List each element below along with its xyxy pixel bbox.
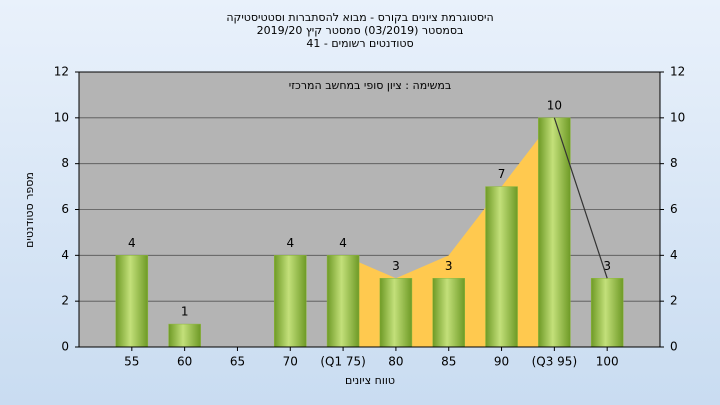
- bar: [168, 323, 201, 348]
- y2-tick-label: 0: [670, 340, 678, 354]
- chart-subtitle: סטודנטים רשומים - 41: [306, 37, 413, 50]
- data-label: 4: [286, 236, 294, 250]
- bar: [590, 278, 624, 348]
- bar: [326, 255, 360, 348]
- x-tick-label: 85: [441, 355, 456, 369]
- x-tick-label: 70: [283, 355, 298, 369]
- y-axis-label: מספר סטודנטים: [23, 172, 36, 248]
- y-tick-label: 6: [61, 202, 69, 216]
- y2-tick-label: 10: [670, 110, 685, 124]
- x-tick-label: 90: [494, 355, 509, 369]
- x-tick-label: 100: [596, 355, 619, 369]
- y-tick-label: 8: [61, 156, 69, 170]
- data-label: 7: [498, 167, 506, 181]
- y-tick-label: 2: [61, 294, 69, 308]
- data-label: 4: [128, 236, 136, 250]
- data-label: 3: [603, 259, 611, 273]
- y2-tick-label: 2: [670, 294, 678, 308]
- bar: [485, 186, 518, 348]
- trend-line: [553, 117, 608, 279]
- plot-border: [78, 71, 661, 348]
- bar: [379, 278, 413, 348]
- chart-title: היסטוגרמת ציונים בקורס - מבוא להסתברות ו…: [226, 11, 493, 24]
- x-tick-label: 80: [388, 355, 403, 369]
- data-label: 3: [445, 259, 453, 273]
- annotation: במשימה : ציון סופי במחשב המרכזי: [289, 79, 452, 92]
- y2-tick-label: 4: [670, 248, 678, 262]
- bar: [115, 255, 149, 348]
- x-tick-label: 65: [230, 355, 245, 369]
- y-tick-label: 10: [54, 110, 69, 124]
- data-label: 1: [181, 305, 189, 319]
- x-tick-label: (Q3 95): [532, 355, 578, 369]
- bar: [274, 255, 307, 348]
- x-tick-label: (Q1 75): [320, 355, 366, 369]
- data-label: 10: [547, 98, 562, 112]
- chart-subtitle: בסמסטר (03/2019) סמסטר קיץ 2019/20: [257, 24, 464, 37]
- y-tick-label: 12: [54, 65, 69, 79]
- y2-tick-label: 12: [670, 65, 685, 79]
- x-tick-label: 60: [177, 355, 192, 369]
- y-tick-label: 4: [61, 248, 69, 262]
- x-tick-label: 55: [124, 355, 139, 369]
- y2-tick-label: 8: [670, 156, 678, 170]
- bar: [538, 117, 571, 348]
- y2-tick-label: 6: [670, 202, 678, 216]
- x-axis-label: טווח ציונים: [345, 374, 395, 387]
- y-tick-label: 0: [61, 340, 69, 354]
- data-label: 4: [339, 236, 347, 250]
- data-label: 3: [392, 259, 400, 273]
- bar: [432, 278, 465, 348]
